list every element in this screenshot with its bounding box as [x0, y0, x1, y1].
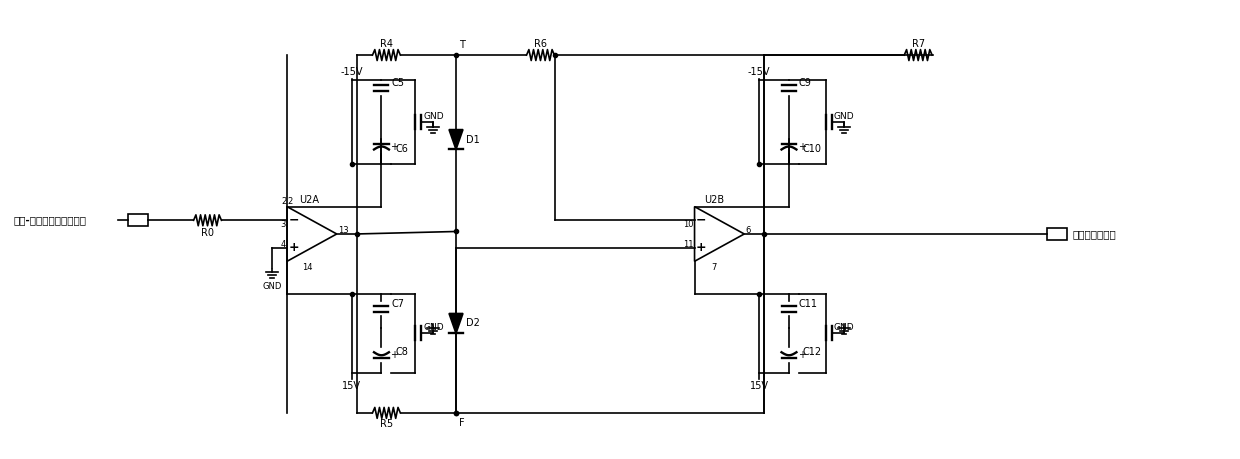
- Text: U2B: U2B: [704, 195, 724, 205]
- Text: 6: 6: [745, 226, 750, 235]
- Text: -15V: -15V: [341, 67, 363, 77]
- Text: GND: GND: [833, 112, 854, 121]
- Text: 14: 14: [301, 263, 312, 272]
- Text: +: +: [797, 141, 806, 151]
- Text: R4: R4: [379, 39, 393, 49]
- Text: D2: D2: [466, 319, 480, 329]
- Bar: [1048, 228, 1068, 240]
- Text: +: +: [797, 350, 806, 360]
- Text: C11: C11: [799, 298, 818, 308]
- Text: R0: R0: [201, 228, 215, 238]
- Text: +: +: [696, 241, 707, 254]
- Text: C10: C10: [802, 145, 822, 155]
- Text: 2: 2: [281, 196, 286, 206]
- Text: C9: C9: [799, 78, 812, 88]
- Text: C12: C12: [802, 347, 822, 357]
- Text: GND: GND: [833, 323, 854, 332]
- Text: U2A: U2A: [299, 195, 319, 205]
- Text: +: +: [391, 350, 398, 360]
- Text: R7: R7: [911, 39, 925, 49]
- Text: 电荷-电压转换电路输出端: 电荷-电压转换电路输出端: [14, 215, 87, 225]
- Text: −: −: [696, 214, 707, 227]
- Polygon shape: [449, 129, 463, 150]
- Text: 11: 11: [683, 240, 693, 249]
- Text: 2: 2: [288, 196, 293, 206]
- Text: 10: 10: [683, 220, 693, 229]
- Text: −: −: [288, 214, 299, 227]
- Text: C8: C8: [396, 347, 408, 357]
- Text: 7: 7: [712, 263, 717, 272]
- Text: +: +: [391, 141, 398, 151]
- Text: 13: 13: [337, 226, 348, 235]
- Text: 4: 4: [280, 240, 286, 249]
- Text: +: +: [288, 241, 299, 254]
- Text: 3: 3: [280, 220, 286, 229]
- Text: 至带通滤波电路: 至带通滤波电路: [1073, 229, 1116, 239]
- Polygon shape: [449, 313, 463, 333]
- Text: R5: R5: [379, 420, 393, 429]
- Text: -15V: -15V: [748, 67, 770, 77]
- Text: GND: GND: [423, 112, 444, 121]
- Text: 15V: 15V: [342, 381, 361, 391]
- Bar: [128, 214, 148, 226]
- Text: D1: D1: [466, 134, 480, 145]
- Text: T: T: [459, 40, 465, 50]
- Text: C6: C6: [396, 145, 408, 155]
- Text: GND: GND: [263, 282, 281, 291]
- Text: F: F: [459, 418, 465, 428]
- Text: C7: C7: [392, 298, 404, 308]
- Text: R6: R6: [534, 39, 547, 49]
- Text: GND: GND: [423, 323, 444, 332]
- Text: 15V: 15V: [750, 381, 769, 391]
- Text: C5: C5: [392, 78, 404, 88]
